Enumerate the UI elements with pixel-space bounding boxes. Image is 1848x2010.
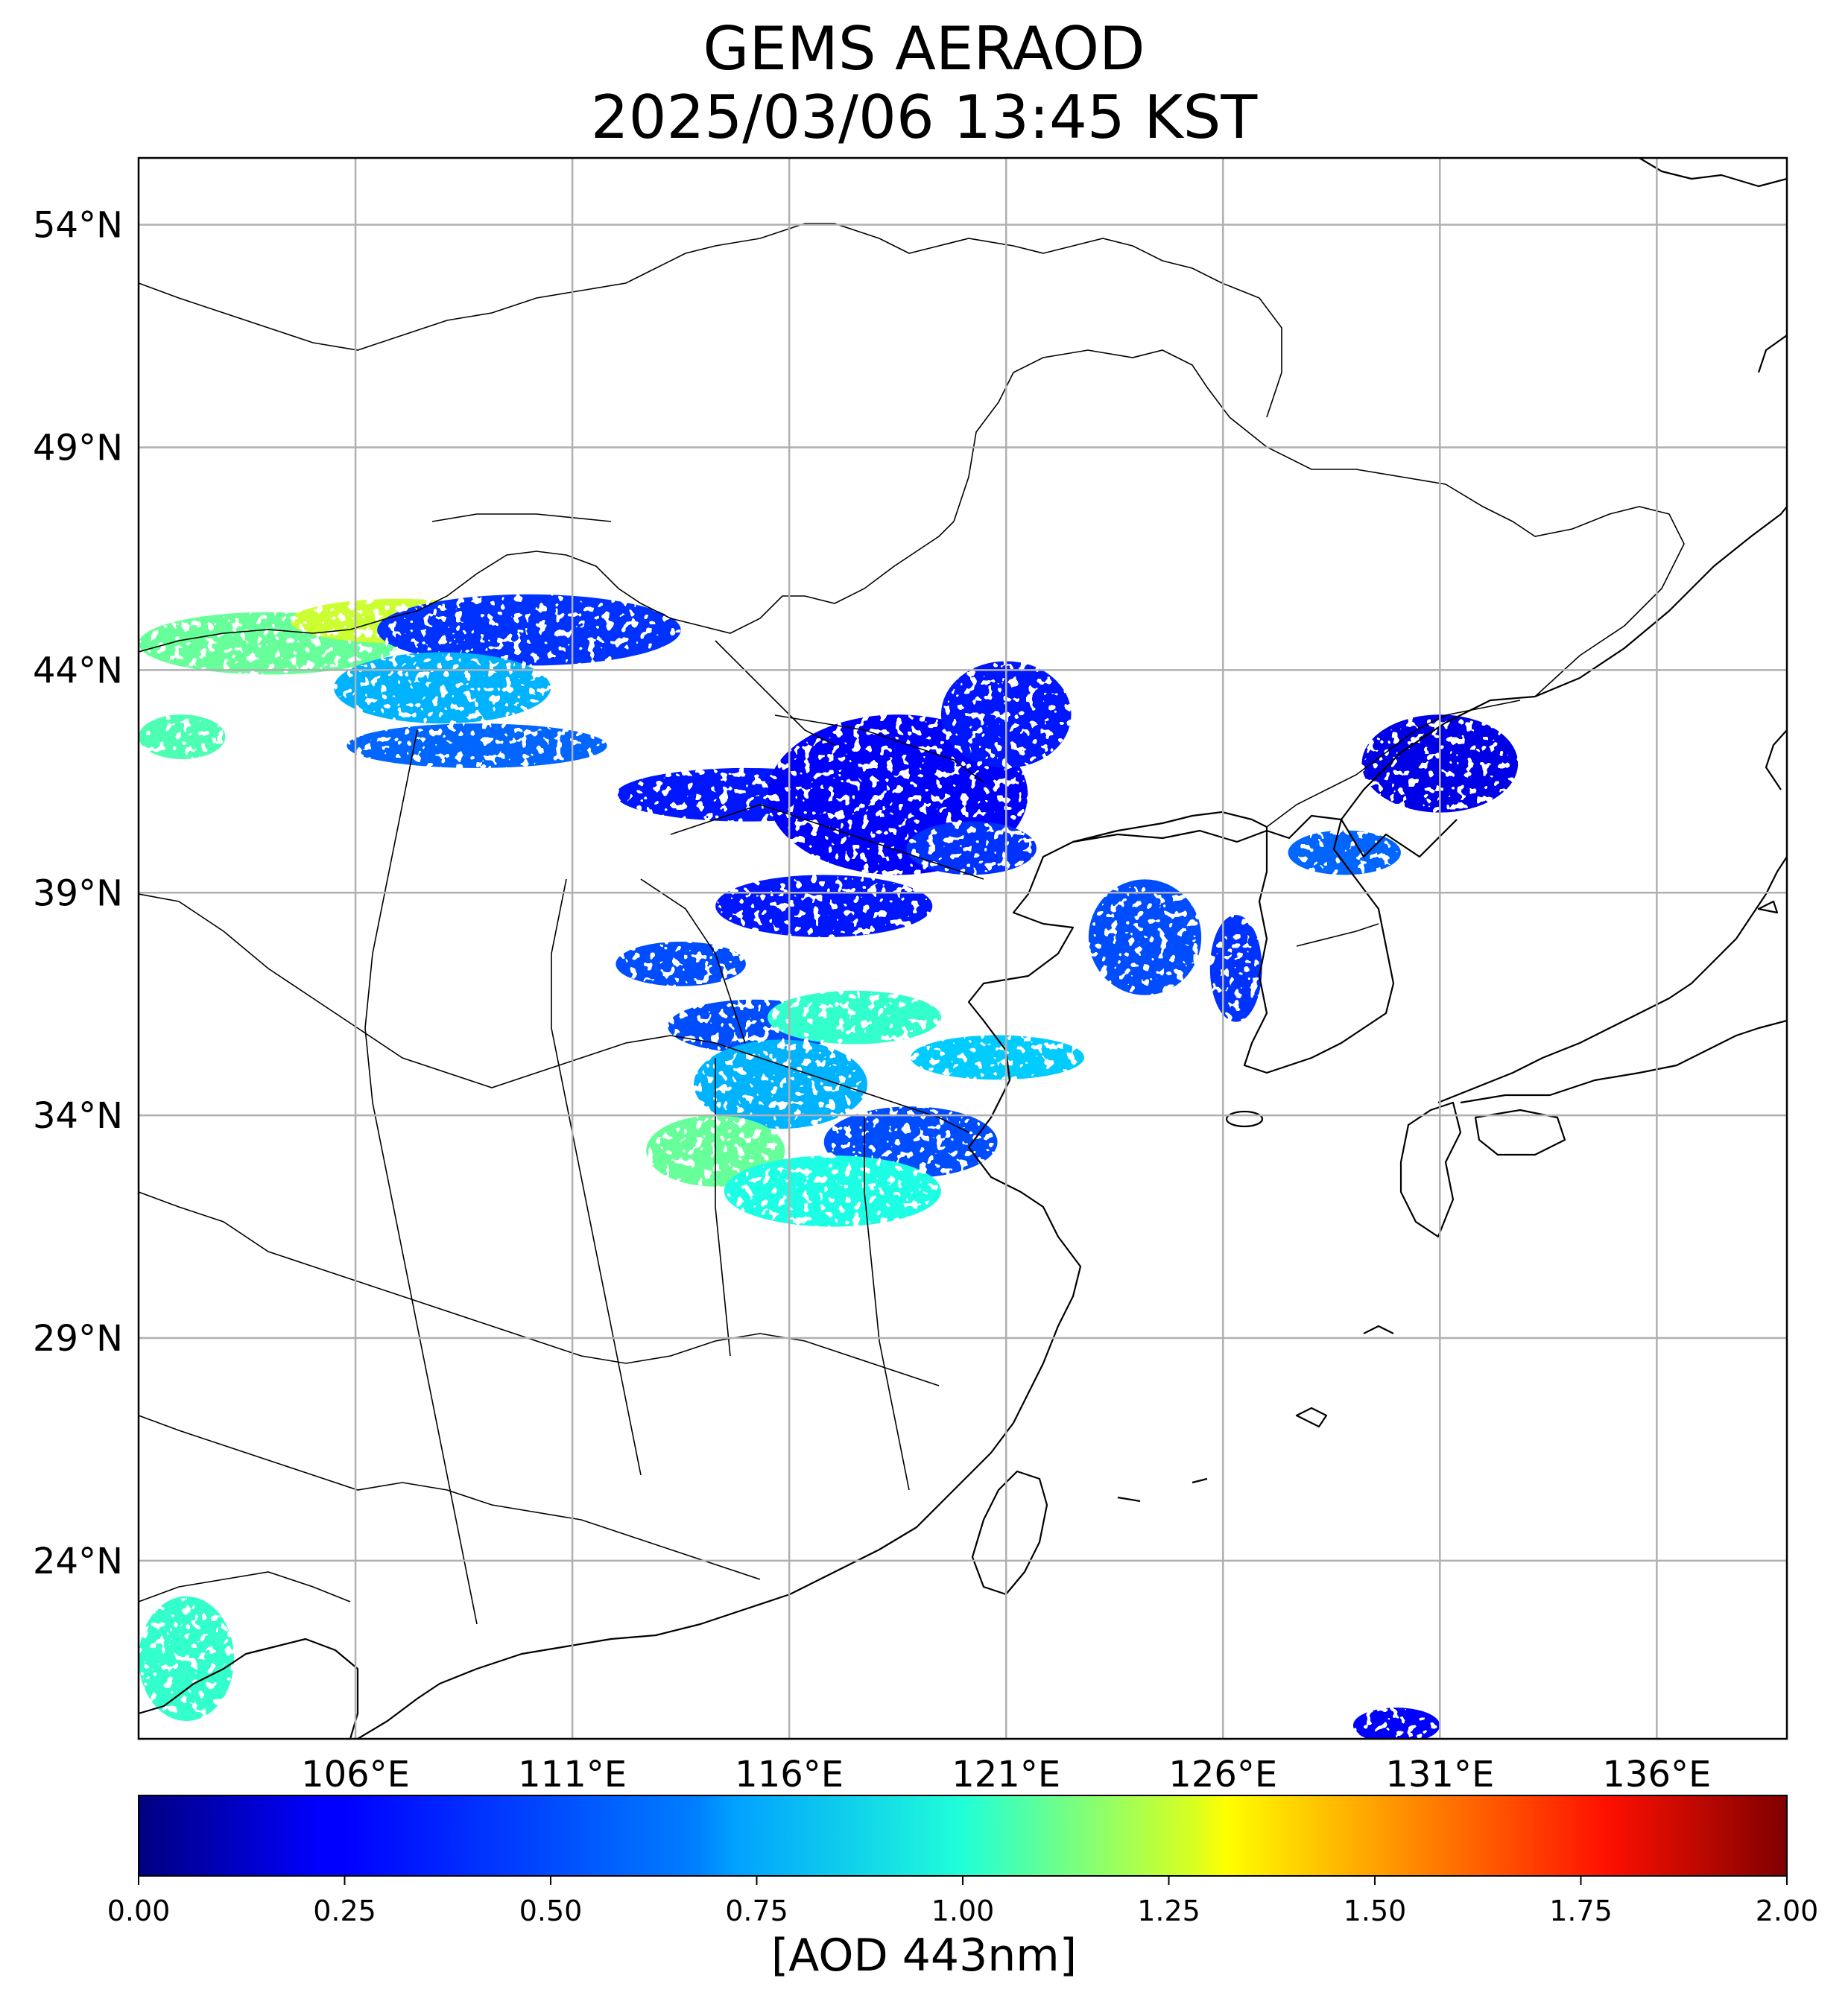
latitude-tick-labels: 54°N 49°N 44°N 39°N 34°N 29°N 24°N — [33, 205, 123, 1582]
aod-patch — [715, 875, 933, 938]
longitude-tick-label: 111°E — [518, 1754, 627, 1795]
latitude-tick-label: 49°N — [33, 428, 123, 469]
korea-dmz-border — [1296, 923, 1379, 947]
longitude-tick-label: 126°E — [1168, 1754, 1277, 1795]
mongolia-china-border — [139, 521, 955, 653]
longitude-tick-label: 136°E — [1602, 1754, 1711, 1795]
latitude-tick-label: 34°N — [33, 1095, 123, 1137]
colorbar-tick-label: 1.50 — [1344, 1895, 1407, 1927]
aod-patch — [1352, 1708, 1440, 1739]
colorbar-label: [AOD 443nm] — [770, 1930, 1078, 1982]
latitude-tick-label: 24°N — [33, 1541, 123, 1582]
sea-of-okhotsk-coast — [1639, 158, 1787, 188]
jeju-island — [1225, 1110, 1264, 1128]
aod-patch — [377, 594, 681, 666]
kyushu-coastline — [1399, 1101, 1462, 1238]
aod-patch — [694, 1039, 867, 1129]
colorbar-ticks: 0.00 0.25 0.50 0.75 1.00 1.25 1.50 1.75 2.00 — [107, 1876, 1819, 1927]
korea-coastline — [1072, 695, 1536, 1074]
colorbar-tick-label: 1.25 — [1137, 1895, 1200, 1927]
colorbar — [138, 1795, 1788, 1877]
map-frame — [137, 156, 1788, 1740]
latitude-tick-label: 44°N — [33, 650, 123, 691]
admin-borders — [139, 223, 1685, 1625]
northern-border-detail — [1042, 238, 1282, 418]
latitude-tick-label: 54°N — [33, 205, 123, 247]
colorbar-tick-label: 0.00 — [107, 1895, 171, 1927]
map-background — [139, 158, 1787, 1739]
province-lines-north — [431, 513, 984, 1044]
china-coastline — [357, 814, 1458, 1739]
primorye-coastline — [1534, 506, 1787, 698]
aod-patch — [1288, 830, 1401, 875]
province-lines-south — [139, 1191, 940, 1580]
sakhalin-coastline — [1757, 335, 1787, 373]
aod-patch — [1209, 915, 1262, 1022]
aod-patch — [333, 652, 551, 724]
longitude-tick-label: 131°E — [1385, 1754, 1494, 1795]
ryukyu-islands — [1117, 1325, 1394, 1503]
aod-patch — [911, 1035, 1084, 1080]
hokkaido-coastline — [1765, 729, 1787, 790]
aod-patch — [616, 942, 746, 986]
colorbar-tick-label: 2.00 — [1756, 1895, 1819, 1927]
aod-patch — [906, 821, 1037, 875]
shikoku-coastline — [1474, 1109, 1566, 1156]
china-russia-border — [953, 349, 1685, 697]
aod-patch — [1088, 879, 1202, 995]
vietnam-coastline — [139, 1638, 359, 1739]
latitude-tick-label: 39°N — [33, 872, 123, 914]
mongolia-russia-border — [139, 223, 1044, 351]
aod-patch — [139, 714, 226, 759]
aod-patch — [768, 990, 941, 1044]
honshu-coastline — [1437, 856, 1787, 1104]
map-title: GEMS AERAOD — [703, 14, 1145, 83]
province-lines-vertical — [364, 729, 910, 1625]
aod-patch — [139, 1596, 235, 1722]
longitude-tick-label: 116°E — [735, 1754, 844, 1795]
colorbar-tick-label: 1.00 — [931, 1895, 995, 1927]
aod-patch — [346, 723, 607, 768]
colorbar-tick-label: 0.50 — [519, 1895, 583, 1927]
colorbar-tick-label: 1.75 — [1549, 1895, 1613, 1927]
vietnam-china-border — [139, 1571, 351, 1602]
map-subtitle-datetime: 2025/03/06 13:45 KST — [590, 83, 1258, 152]
gridlines — [139, 158, 1787, 1739]
colorbar-tick-label: 0.25 — [313, 1895, 376, 1927]
longitude-tick-labels: 106°E 111°E 116°E 121°E 126°E 131°E 136°E — [301, 1754, 1711, 1795]
longitude-tick-label: 106°E — [301, 1754, 410, 1795]
sado-island — [1757, 900, 1779, 914]
aod-patch — [724, 1155, 941, 1227]
colorbar-tick-label: 0.75 — [725, 1895, 788, 1927]
north-korea-china-border — [1266, 700, 1521, 828]
coastlines-borders — [139, 158, 1787, 1739]
latitude-tick-label: 29°N — [33, 1318, 123, 1360]
longitude-tick-label: 121°E — [952, 1754, 1060, 1795]
